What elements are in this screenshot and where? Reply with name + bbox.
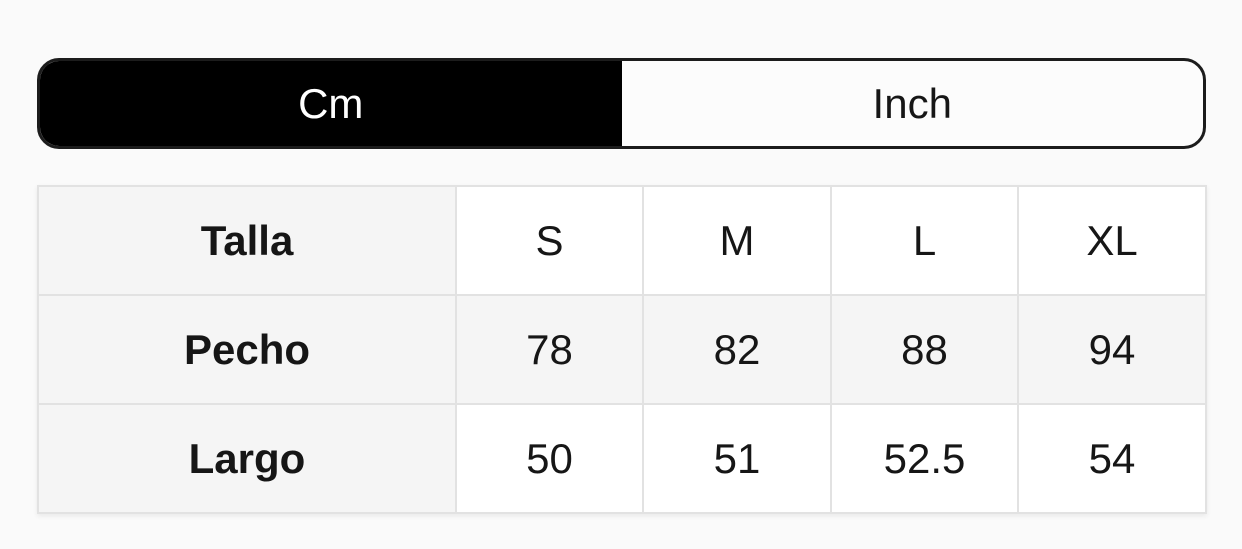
unit-toggle: Cm Inch	[37, 58, 1206, 149]
table-row-talla: Talla S M L XL	[37, 185, 1207, 296]
size-table: Talla S M L XL Pecho 78 82 88 94 Largo 5…	[37, 185, 1207, 514]
table-cell-talla-l: L	[830, 185, 1019, 296]
row-header-talla: Talla	[37, 185, 457, 296]
table-cell-talla-s: S	[455, 185, 644, 296]
table-cell-largo-xl: 54	[1017, 403, 1207, 514]
table-cell-pecho-m: 82	[642, 294, 832, 405]
row-header-largo: Largo	[37, 403, 457, 514]
table-cell-pecho-l: 88	[830, 294, 1019, 405]
table-cell-talla-xl: XL	[1017, 185, 1207, 296]
table-cell-largo-m: 51	[642, 403, 832, 514]
table-cell-pecho-s: 78	[455, 294, 644, 405]
unit-toggle-inch-button[interactable]: Inch	[622, 61, 1204, 146]
unit-toggle-cm-button[interactable]: Cm	[40, 61, 622, 146]
table-row-largo: Largo 50 51 52.5 54	[37, 403, 1207, 514]
table-cell-largo-s: 50	[455, 403, 644, 514]
table-cell-pecho-xl: 94	[1017, 294, 1207, 405]
table-cell-talla-m: M	[642, 185, 832, 296]
table-cell-largo-l: 52.5	[830, 403, 1019, 514]
row-header-pecho: Pecho	[37, 294, 457, 405]
table-row-pecho: Pecho 78 82 88 94	[37, 294, 1207, 405]
